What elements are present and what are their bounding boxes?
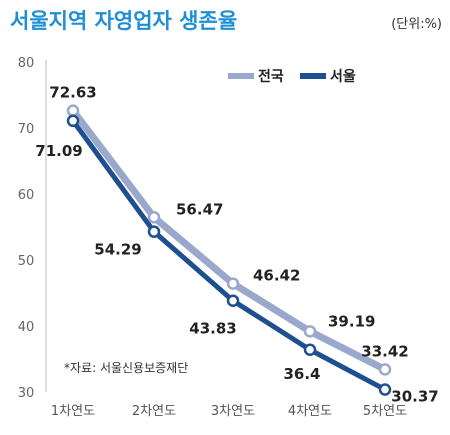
data-label: 72.63	[49, 84, 96, 102]
data-label: 39.19	[328, 312, 375, 330]
data-label: 54.29	[94, 241, 141, 259]
data-label: 33.42	[361, 342, 408, 360]
data-point	[303, 343, 317, 357]
legend: 전국 서울	[228, 68, 356, 85]
x-category-label: 3차연도	[211, 404, 255, 419]
data-point	[378, 383, 392, 396]
legend-label: 서울	[330, 68, 356, 85]
x-axis-categories: 1차연도 2차연도 3차연도 4차연도 5차연도	[51, 404, 407, 419]
data-label: 71.09	[35, 142, 82, 160]
data-label: 43.83	[189, 320, 236, 338]
x-category-label: 4차연도	[288, 404, 332, 419]
data-point	[147, 225, 161, 238]
data-label: 36.4	[283, 365, 320, 383]
series-layer: 72.63 56.47 46.42 39.19 33.42 71.09 54.29 43.83…	[35, 84, 438, 406]
data-label: 46.42	[253, 267, 300, 285]
data-point	[226, 294, 240, 307]
y-tick-label: 30	[18, 386, 35, 401]
y-tick-label: 60	[18, 188, 35, 203]
x-category-label: 1차연도	[51, 404, 95, 419]
data-label: 56.47	[176, 200, 223, 218]
data-point	[226, 277, 240, 290]
chart-title: 서울지역 자영업자 생존율	[10, 9, 237, 33]
y-tick-label: 40	[18, 320, 35, 335]
data-label: 30.37	[391, 388, 438, 406]
y-tick-label: 70	[18, 122, 35, 137]
data-point	[147, 211, 161, 224]
data-point	[66, 114, 80, 128]
y-axis-ticks: 30 40 50 60 70 80	[18, 56, 35, 401]
x-category-label: 5차연도	[363, 404, 407, 419]
data-point	[303, 325, 317, 338]
y-tick-label: 50	[18, 254, 35, 269]
unit-label: (단위:%)	[391, 17, 442, 32]
data-point	[378, 363, 392, 376]
legend-label: 전국	[258, 68, 284, 85]
y-tick-label: 80	[18, 56, 35, 71]
x-category-label: 2차연도	[132, 404, 176, 419]
data-point	[66, 104, 80, 117]
source-note: *자료: 서울신용보증재단	[64, 361, 188, 375]
